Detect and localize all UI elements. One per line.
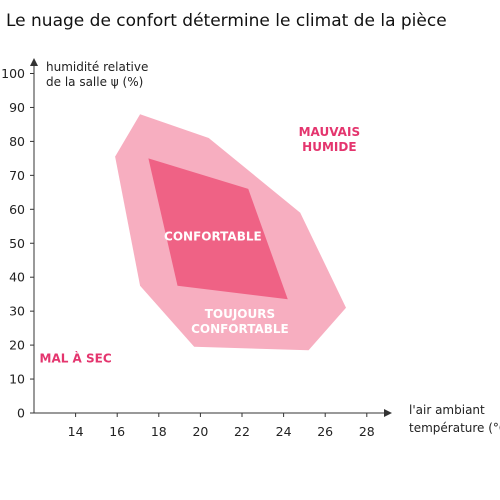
label-toujours-confortable-line-1: TOUJOURS <box>205 307 275 321</box>
label-toujours-confortable: TOUJOURS CONFORTABLE <box>191 307 289 336</box>
y-tick-label-90: 90 <box>9 100 25 115</box>
x-tick-label-24: 24 <box>276 424 292 439</box>
y-axis-label-line1: humidité relative <box>46 60 148 74</box>
regions-layer <box>115 114 347 351</box>
label-confortable: CONFORTABLE <box>164 229 262 243</box>
x-tick-label-22: 22 <box>234 424 250 439</box>
x-axis-label-line2: température (°C) <box>409 421 500 435</box>
x-tick-label-14: 14 <box>68 424 84 439</box>
y-tick-label-30: 30 <box>9 304 25 319</box>
label-mauvais-humide-line-1: MAUVAIS <box>299 125 360 139</box>
label-mal-a-sec-line-1: MAL À SEC <box>40 351 112 366</box>
x-axis-arrow <box>384 409 392 417</box>
y-tick-label-70: 70 <box>9 168 25 183</box>
y-tick-label-60: 60 <box>9 202 25 217</box>
region-confortable <box>148 158 288 300</box>
y-axis-arrow <box>30 58 38 66</box>
y-tick-label-50: 50 <box>9 236 25 251</box>
x-tick-label-16: 16 <box>109 424 125 439</box>
chart-title: Le nuage de confort détermine le climat … <box>6 11 447 31</box>
x-axis-label-line1: l'air ambiant <box>409 403 485 417</box>
y-tick-label-80: 80 <box>9 134 25 149</box>
label-mal-a-sec: MAL À SEC <box>40 351 112 366</box>
y-tick-label-20: 20 <box>9 338 25 353</box>
x-tick-label-18: 18 <box>151 424 167 439</box>
x-tick-label-26: 26 <box>317 424 333 439</box>
label-mauvais-humide-line-2: HUMIDE <box>302 140 356 154</box>
x-tick-label-28: 28 <box>359 424 375 439</box>
y-tick-label-10: 10 <box>9 372 25 387</box>
label-confortable-line-1: CONFORTABLE <box>164 229 262 243</box>
axes-layer: 0 10 20 30 40 50 60 70 80 90 100 14 16 18 20 22 24 26 28 <box>1 58 392 439</box>
label-toujours-confortable-line-2: CONFORTABLE <box>191 322 289 336</box>
x-tick-label-20: 20 <box>192 424 208 439</box>
y-axis-label-line2: de la salle ψ (%) <box>46 75 143 89</box>
y-tick-label-0: 0 <box>17 406 25 421</box>
label-mauvais-humide: MAUVAIS HUMIDE <box>299 125 360 154</box>
y-tick-label-100: 100 <box>1 66 25 81</box>
y-tick-label-40: 40 <box>9 270 25 285</box>
